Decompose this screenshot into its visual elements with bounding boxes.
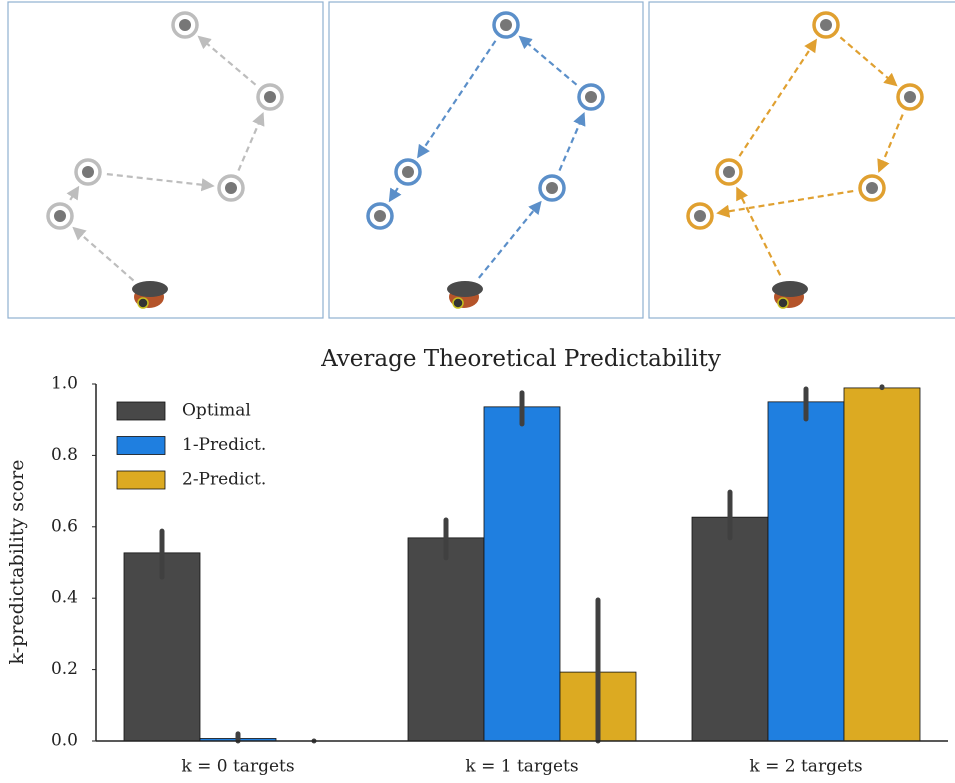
path-arrow xyxy=(877,114,904,173)
target-dot xyxy=(904,91,916,103)
path-arrow xyxy=(106,173,215,192)
robot-wheel xyxy=(137,297,149,309)
x-tick-label: k = 1 targets xyxy=(465,757,578,777)
bar xyxy=(767,401,845,742)
path-arrow xyxy=(716,189,854,218)
path-arrow xyxy=(237,112,265,171)
robot-wheel xyxy=(777,297,789,309)
y-tick-label: 0.4 xyxy=(51,588,78,608)
legend-swatch xyxy=(116,470,166,490)
target-dot xyxy=(546,182,558,194)
target-dot xyxy=(585,91,597,103)
bar xyxy=(123,552,201,742)
x-tick-label: k = 2 targets xyxy=(749,757,862,777)
path-arrow xyxy=(558,112,586,171)
path-arrow xyxy=(839,36,898,87)
y-tick-label: 1.0 xyxy=(51,374,78,394)
y-tick-label: 0.2 xyxy=(51,659,78,679)
legend-label: 1-Predict. xyxy=(182,435,266,455)
target-dot xyxy=(264,91,276,103)
path-arrow xyxy=(478,200,542,279)
target-dot xyxy=(179,19,191,31)
panel-frame xyxy=(7,1,324,319)
x-tick-label: k = 0 targets xyxy=(181,757,294,777)
target-dot xyxy=(820,19,832,31)
legend-swatch xyxy=(116,436,166,455)
bar xyxy=(843,387,921,742)
panels xyxy=(7,1,955,319)
path-arrow xyxy=(197,35,257,86)
robot-top xyxy=(132,281,168,297)
path-arrow xyxy=(736,186,782,276)
path-arrow xyxy=(66,185,80,201)
target-dot xyxy=(225,182,237,194)
bar xyxy=(407,537,485,742)
chart-title: Average Theoretical Predictability xyxy=(320,346,721,372)
bar xyxy=(483,406,561,742)
path-arrow xyxy=(518,35,578,86)
panel-frame xyxy=(328,1,644,319)
y-tick-label: 0.0 xyxy=(51,731,78,751)
y-tick-label: 0.6 xyxy=(51,516,78,536)
legend-label: 2-Predict. xyxy=(182,470,266,490)
y-axis-label: k-predictability score xyxy=(6,460,28,665)
bar xyxy=(691,516,769,742)
target-dot xyxy=(500,19,512,31)
target-dot xyxy=(694,210,706,222)
target-dot xyxy=(402,166,414,178)
target-dot xyxy=(723,166,735,178)
target-dot xyxy=(82,166,94,178)
target-dot xyxy=(54,210,66,222)
legend-label: Optimal xyxy=(182,401,251,421)
robot-top xyxy=(772,281,808,297)
robot-top xyxy=(447,281,483,297)
path-arrow xyxy=(388,187,402,203)
path-arrow xyxy=(738,38,817,157)
legend-swatch xyxy=(116,401,166,421)
diagrams xyxy=(46,11,924,309)
y-tick-label: 0.8 xyxy=(51,445,78,465)
path-arrow xyxy=(417,40,497,159)
robot-wheel xyxy=(452,297,464,309)
target-dot xyxy=(374,210,386,222)
panel-frame xyxy=(648,1,955,319)
target-dot xyxy=(866,182,878,194)
path-arrow xyxy=(72,226,135,282)
